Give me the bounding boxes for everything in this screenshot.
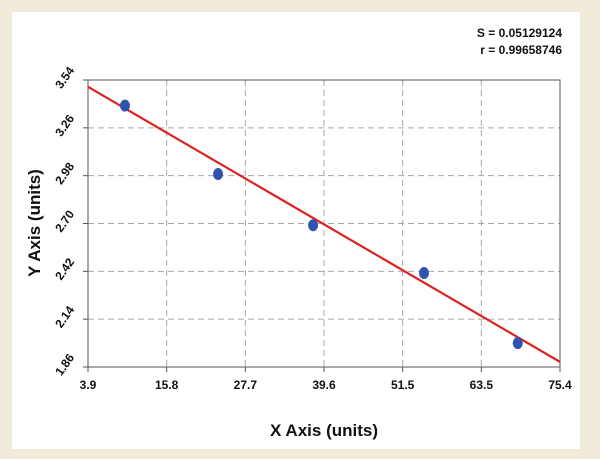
x-tick-label: 3.9 [80,378,97,392]
fit-line-layer [87,85,561,363]
chart-background [12,12,580,449]
points-layer [119,99,523,350]
data-point [308,219,319,232]
x-tick-label: 75.4 [548,378,572,392]
x-tick-label: 39.6 [312,378,336,392]
data-point [419,267,430,280]
data-point [512,337,523,350]
data-point [213,167,224,180]
y-axis-title: Y Axis (units) [25,169,44,277]
regression-line [87,85,561,363]
data-point [119,99,130,112]
x-axis-title: X Axis (units) [270,421,378,440]
r-statistic: r = 0.99658746 [480,43,562,57]
x-tick-label: 63.5 [470,378,494,392]
x-tick-label: 51.5 [391,378,415,392]
plot-border [87,79,561,368]
x-tick-label: 27.7 [234,378,258,392]
x-tick-labels: 3.9 15.8 27.7 39.6 51.5 63.5 75.4 [80,378,572,392]
s-statistic: S = 0.05129124 [477,26,562,40]
x-tick-label: 15.8 [155,378,179,392]
